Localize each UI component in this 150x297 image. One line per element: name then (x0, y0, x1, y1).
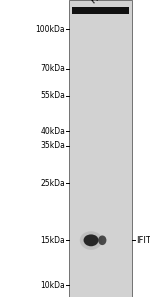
Text: 70kDa: 70kDa (40, 64, 65, 73)
Text: 25kDa: 25kDa (40, 179, 65, 188)
Text: 40kDa: 40kDa (40, 127, 65, 136)
Bar (72, 7, 129, 14)
Text: 15kDa: 15kDa (40, 236, 65, 245)
Text: 35kDa: 35kDa (40, 141, 65, 151)
Text: 100kDa: 100kDa (36, 25, 65, 34)
Text: 10kDa: 10kDa (40, 281, 65, 290)
Ellipse shape (84, 234, 99, 246)
Bar (69, 0, 132, 297)
Text: IFITM2: IFITM2 (136, 236, 150, 245)
Ellipse shape (98, 236, 106, 245)
Text: 55kDa: 55kDa (40, 91, 65, 100)
Text: HeLa: HeLa (89, 0, 112, 5)
Ellipse shape (80, 231, 102, 250)
